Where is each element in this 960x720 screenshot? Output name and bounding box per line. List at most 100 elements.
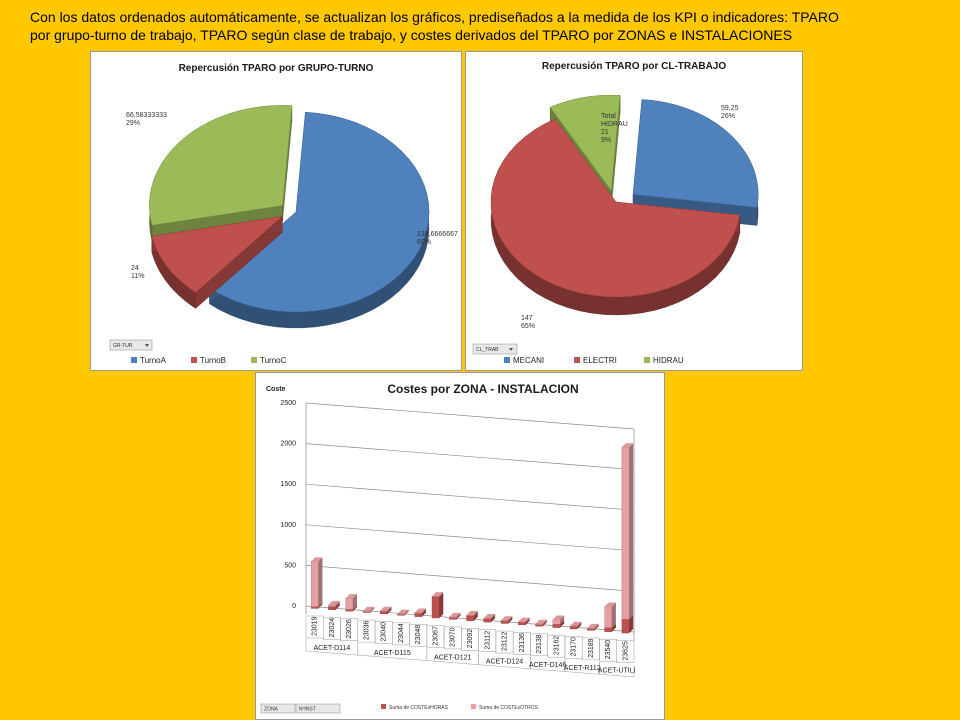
x-tick-label: 23138: [530, 633, 548, 657]
bar-stack-23019: [310, 557, 323, 609]
filter-button-label: CL_TRAB: [476, 347, 499, 353]
x-group-label: ACET-D146: [529, 656, 566, 672]
legend-swatch: [574, 357, 580, 363]
bar-chart-costes-svg: Costes por ZONA - INSTALACION Coste 0 500…: [260, 382, 636, 714]
x-group-label: ACET-D124: [478, 652, 531, 670]
chart-title: Costes por ZONA - INSTALACION: [387, 382, 578, 396]
y-tick-label: 1500: [280, 481, 296, 488]
svg-text:23112: 23112: [484, 631, 491, 650]
data-label-percent: 65%: [521, 323, 535, 330]
legend-swatch: [471, 704, 476, 709]
bar-costexotros: [397, 609, 409, 615]
bar-costexotros: [483, 614, 496, 620]
bar-costexotros: [552, 615, 565, 625]
svg-text:ACET-D114: ACET-D114: [313, 645, 350, 652]
pie-chart-cl-trabajo-svg: Repercusión TPARO por CL-TRABAJO 59,2526…: [472, 61, 759, 365]
legend-swatch: [131, 357, 137, 363]
bar-stack-23070: [449, 612, 461, 620]
bar-costexotros: [569, 621, 582, 627]
x-group-label: ACET-D115: [357, 643, 428, 661]
svg-text:23540: 23540: [605, 640, 612, 660]
bar-costexotros: [328, 600, 340, 607]
x-tick-label: 23122: [495, 630, 514, 654]
filter-button[interactable]: GR-TUR: [109, 339, 153, 351]
svg-text:23092: 23092: [467, 629, 474, 649]
svg-text:23162: 23162: [553, 636, 560, 656]
caption: Con los datos ordenados automáticamente,…: [30, 8, 955, 44]
svg-text:ACET-D121: ACET-D121: [434, 655, 471, 662]
bar-stack-23138: [535, 619, 547, 627]
legend-label: ELECTRI: [583, 356, 617, 365]
svg-text:23136: 23136: [519, 633, 526, 653]
svg-text:ACET-D124: ACET-D124: [486, 659, 523, 666]
legend-label: TurnoB: [200, 356, 226, 365]
pie-chart-grupo-turno-svg: Repercusión TPARO por GRUPO-TURNO 136,66…: [109, 63, 458, 365]
x-group-label: ACET-D121: [426, 648, 479, 665]
x-tick-label: 23026: [340, 618, 359, 641]
y-tick-label: 1000: [280, 522, 296, 529]
svg-text:ACET-R112: ACET-R112: [564, 665, 601, 672]
bar-costexotros: [518, 617, 530, 623]
svg-text:23138: 23138: [536, 634, 543, 654]
legend-swatch: [251, 357, 257, 363]
filter-button-label: NºINST: [299, 707, 316, 713]
bar-stack-23162: [552, 615, 565, 628]
legend-item-turnoa: TurnoA: [131, 356, 167, 365]
bar-stack-23040: [380, 606, 392, 615]
bar-stack-23189: [587, 623, 599, 631]
svg-text:23044: 23044: [398, 623, 405, 643]
legend-item-hidrau: HIDRAU: [644, 356, 684, 365]
filter-button[interactable]: CL_TRAB: [472, 343, 518, 355]
legend-item-electri: ELECTRI: [574, 356, 617, 365]
legend-swatch: [644, 357, 650, 363]
legend-label: Suma de COSTExOTROS: [479, 705, 539, 711]
legend-label: TurnoA: [140, 356, 167, 365]
data-label-value: 147: [521, 315, 533, 322]
x-tick-label: 23162: [547, 634, 566, 658]
bar-stack-23024: [328, 600, 340, 610]
data-label-value: 66,58333333: [126, 112, 167, 119]
x-tick-label: 23024: [323, 617, 341, 640]
gridline: [305, 565, 635, 592]
legend-item: Suma de COSTExHORAS: [381, 704, 449, 711]
bar-stack-23092: [466, 611, 478, 621]
bar-stack-23625: [621, 443, 634, 634]
y-tick-label: 500: [284, 562, 296, 569]
bar-stack-23170: [569, 621, 582, 630]
x-tick-label: 23136: [512, 632, 531, 655]
svg-text:ACET-UTILI: ACET-UTILI: [598, 668, 636, 675]
chart-title: Repercusión TPARO por GRUPO-TURNO: [179, 63, 374, 74]
bar-costexotros: [449, 612, 461, 618]
bar-stack-23036: [362, 606, 375, 613]
bar-costexotros: [362, 606, 375, 612]
bar-costexotros: [345, 594, 357, 610]
dropdown-arrow-icon: [145, 344, 149, 347]
caption-line-2: por grupo-turno de trabajo, TPARO según …: [30, 27, 793, 43]
legend-swatch: [504, 357, 510, 363]
data-label-value: 21: [601, 129, 609, 136]
data-label-percent: 9%: [601, 137, 611, 144]
filter-button-zona[interactable]: ZONA: [260, 703, 296, 714]
chart-title: Repercusión TPARO por CL-TRABAJO: [542, 61, 726, 72]
bar-costexotros: [380, 606, 392, 612]
svg-text:23189: 23189: [588, 638, 595, 658]
legend-item: Suma de COSTExOTROS: [471, 704, 539, 711]
x-group-label: ACET-R112: [564, 659, 601, 675]
x-tick-label: 23625: [616, 640, 635, 663]
svg-text:ACET-D146: ACET-D146: [529, 662, 566, 669]
x-tick-label: 23170: [564, 636, 583, 659]
x-tick-label: 23540: [599, 639, 617, 662]
svg-text:23067: 23067: [432, 626, 439, 646]
filter-button-ninst[interactable]: NºINST: [295, 703, 341, 714]
pie-chart-grupo-turno: Repercusión TPARO por GRUPO-TURNO 136,66…: [90, 51, 462, 371]
x-tick-label: 23036: [357, 619, 376, 643]
legend-item-turnoc: TurnoC: [251, 356, 287, 365]
data-label-series: Total HIDRAU: [601, 113, 628, 128]
bar-chart-costes: Costes por ZONA - INSTALACION Coste 0 500…: [255, 372, 665, 720]
svg-text:ACET-D115: ACET-D115: [374, 650, 411, 657]
bar-stack-23026: [345, 594, 357, 612]
